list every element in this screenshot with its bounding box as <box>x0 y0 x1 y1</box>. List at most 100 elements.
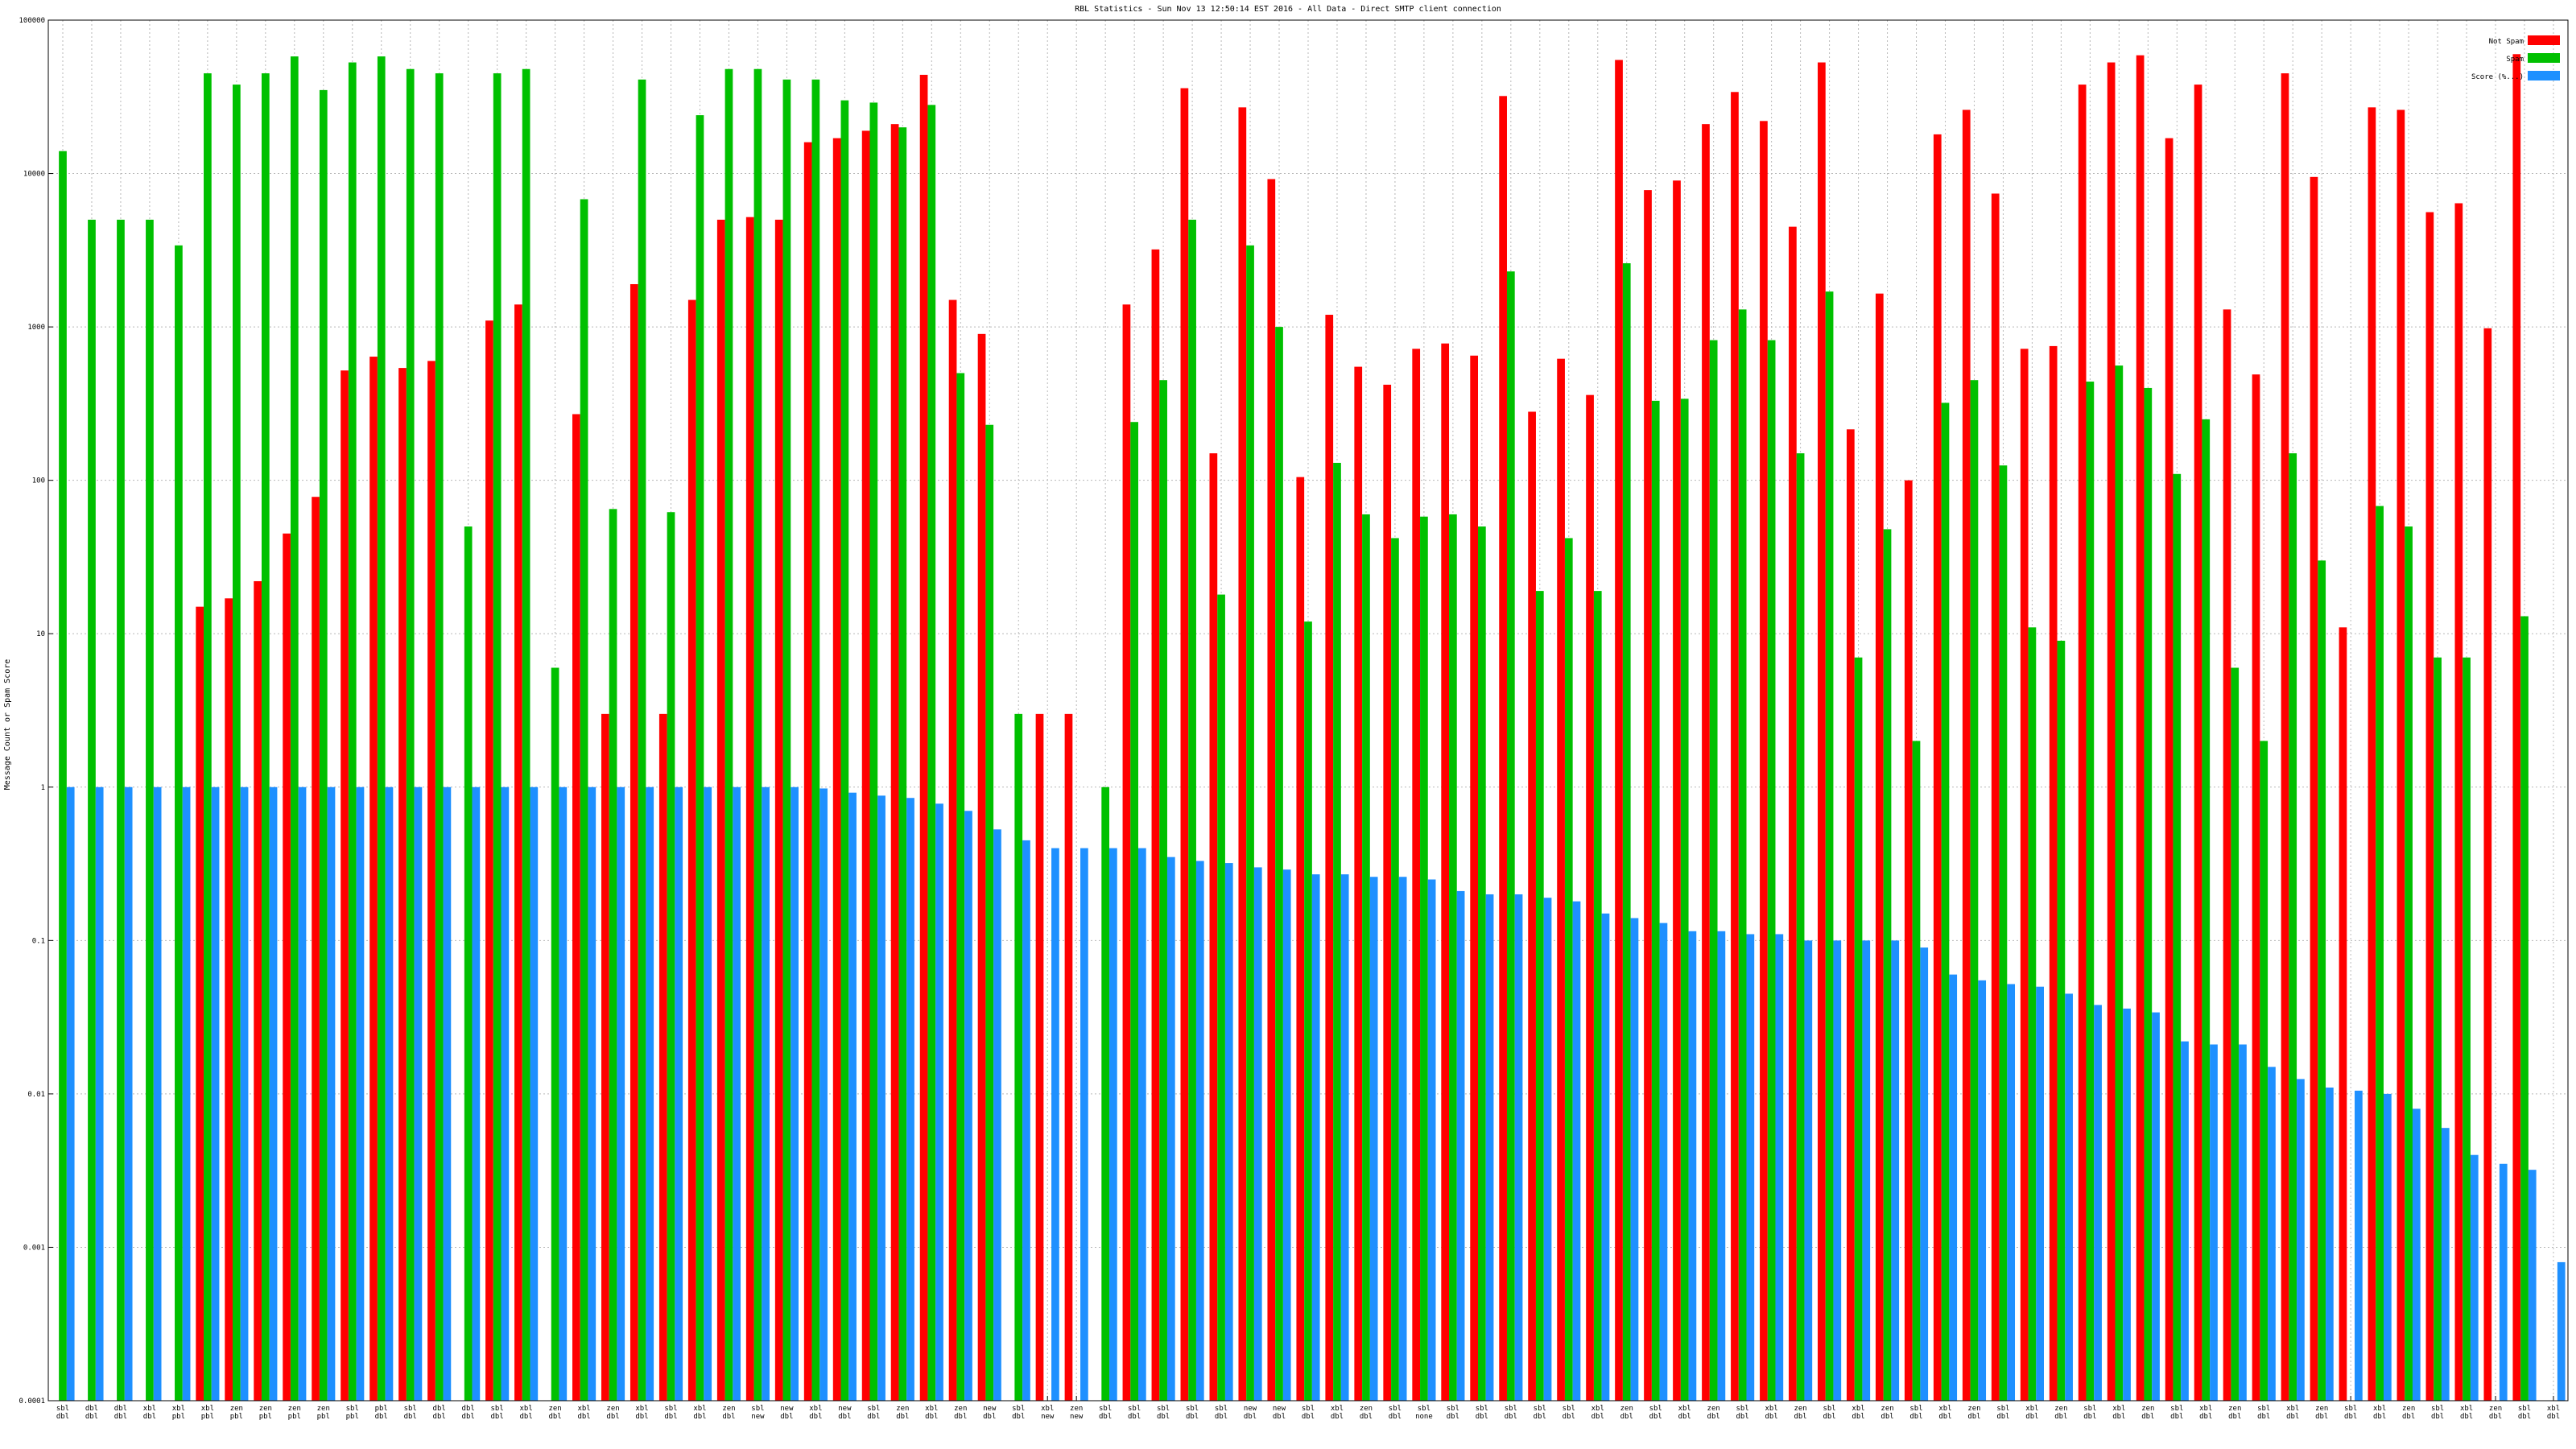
bar-not-spam <box>601 713 609 1401</box>
bar-score- <box>2007 984 2016 1401</box>
x-tick-label: dbl <box>1215 1413 1228 1421</box>
bar-spam <box>2434 657 2442 1401</box>
x-tick-label: zen <box>896 1405 909 1413</box>
bar-score- <box>501 786 510 1401</box>
x-tick-label: dbl <box>548 1413 561 1421</box>
bar-not-spam <box>1470 355 1479 1402</box>
x-tick-label: sbl <box>1128 1405 1141 1413</box>
x-tick-label: dbl <box>1852 1413 1864 1421</box>
x-tick-label: xbl <box>143 1405 156 1413</box>
plot-frame <box>47 19 2569 1402</box>
x-tick-label: xbl <box>519 1405 532 1413</box>
bar-spam <box>1478 526 1486 1402</box>
bar-score- <box>211 786 220 1401</box>
bar-spam <box>175 245 183 1401</box>
bar-not-spam <box>1441 343 1450 1401</box>
bar-score- <box>704 786 712 1401</box>
x-tick-label: dbl <box>2518 1413 2531 1421</box>
bar-score- <box>1166 857 1175 1401</box>
bar-spam <box>1506 271 1515 1401</box>
bar-spam <box>319 89 328 1401</box>
bar-not-spam <box>2194 85 2202 1401</box>
bar-score- <box>2499 1163 2508 1401</box>
x-tick-label: sbl <box>1418 1405 1430 1413</box>
x-tick-label: new <box>983 1405 997 1413</box>
legend-swatch <box>2528 53 2560 63</box>
bar-not-spam <box>1818 62 1826 1401</box>
bar-spam <box>1535 591 1544 1401</box>
x-tick-label: sbl <box>2170 1405 2183 1413</box>
bar-spam <box>840 100 849 1401</box>
x-tick-label: zen <box>2489 1405 2502 1413</box>
bar-score- <box>269 786 278 1401</box>
bar-spam <box>204 73 212 1402</box>
bar-score- <box>95 786 104 1401</box>
bar-not-spam <box>1673 180 1681 1401</box>
x-tick-label: dbl <box>2112 1413 2125 1421</box>
bar-not-spam <box>1557 358 1565 1402</box>
bar-score- <box>733 786 741 1401</box>
bar-spam <box>406 68 415 1402</box>
x-tick-label: dbl <box>1534 1413 1546 1421</box>
legend: Not Spam Spam Score (%...) <box>2471 35 2560 81</box>
x-tick-label: dbl <box>2344 1413 2357 1421</box>
bar-spam <box>1333 462 1341 1401</box>
bar-score- <box>124 786 133 1401</box>
x-tick-label: dbl <box>491 1413 504 1421</box>
x-tick-label: xbl <box>1591 1405 1604 1413</box>
bar-not-spam <box>1702 124 1710 1401</box>
x-tick-label: new <box>1070 1413 1084 1421</box>
bar-spam <box>1825 291 1834 1402</box>
bar-score- <box>2470 1154 2479 1401</box>
bar-spam <box>580 199 588 1401</box>
bar-not-spam <box>2049 345 2058 1401</box>
x-tick-label: xbl <box>2460 1405 2473 1413</box>
bar-spam <box>232 85 241 1401</box>
x-tick-label: new <box>1041 1413 1055 1421</box>
x-tick-label: sbl <box>1099 1405 1112 1413</box>
bar-score- <box>675 786 683 1401</box>
x-tick-label: dbl <box>1880 1413 1893 1421</box>
bar-score- <box>1775 934 1784 1401</box>
bar-spam <box>1130 422 1138 1401</box>
bar-not-spam <box>658 713 667 1401</box>
bar-not-spam <box>1789 226 1797 1402</box>
bar-not-spam <box>1586 394 1594 1401</box>
bar-spam <box>753 68 762 1402</box>
bar-not-spam <box>1499 96 1507 1402</box>
x-tick-label: zen <box>1880 1405 1893 1413</box>
bar-spam <box>811 79 820 1402</box>
bar-not-spam <box>514 304 522 1401</box>
bar-score- <box>1224 863 1233 1401</box>
x-tick-label: dbl <box>1707 1413 1720 1421</box>
x-tick-label: xbl <box>693 1405 706 1413</box>
bars <box>59 54 2566 1402</box>
legend-swatch <box>2528 71 2560 80</box>
x-tick-label: dbl <box>925 1413 938 1421</box>
bar-spam <box>117 219 125 1402</box>
bar-score- <box>1080 848 1088 1401</box>
x-tick-label: dbl <box>85 1413 98 1421</box>
x-tick-label: dbl <box>693 1413 706 1421</box>
x-tick-label: zen <box>2402 1405 2415 1413</box>
bar-spam <box>1362 514 1370 1401</box>
x-tick-label: xbl <box>809 1405 822 1413</box>
bar-spam <box>1014 713 1023 1401</box>
bar-not-spam <box>1962 109 1971 1401</box>
x-tick-label: dbl <box>2054 1413 2067 1421</box>
bar-score- <box>385 786 394 1401</box>
x-tick-label: zen <box>606 1405 619 1413</box>
bar-score- <box>617 786 625 1401</box>
bar-score- <box>2355 1090 2363 1401</box>
bar-not-spam <box>1528 411 1536 1401</box>
x-tick-label: dbl <box>1938 1413 1951 1421</box>
x-tick-label: new <box>1244 1405 1257 1413</box>
bar-score- <box>762 786 770 1401</box>
x-tick-label: zen <box>1620 1405 1633 1413</box>
bar-score- <box>1630 918 1639 1401</box>
bar-not-spam <box>1209 453 1218 1401</box>
y-tick-label: 0.0001 <box>19 1397 45 1406</box>
bar-spam <box>2520 616 2529 1401</box>
x-tick-label: dbl <box>2228 1413 2241 1421</box>
bar-spam <box>377 56 386 1402</box>
